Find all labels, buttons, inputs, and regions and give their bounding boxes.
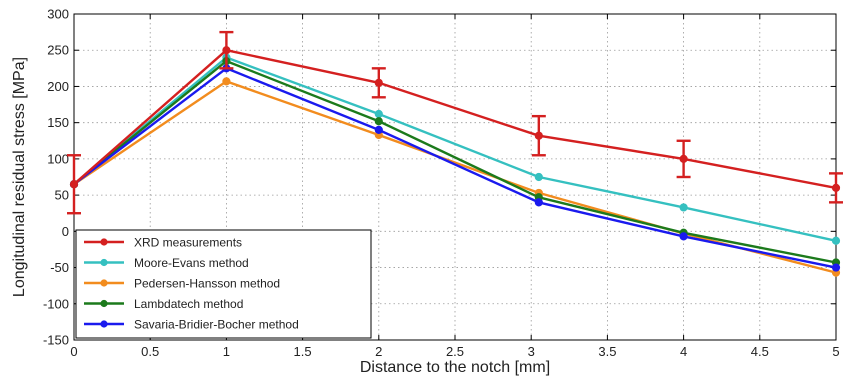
x-tick-label: 5 [832, 344, 839, 359]
data-point [679, 154, 688, 163]
x-tick-label: 4 [680, 344, 687, 359]
data-point [679, 232, 688, 241]
data-point [374, 78, 383, 87]
y-tick-label: 0 [62, 224, 69, 239]
series-layer [67, 30, 843, 277]
series-line [73, 80, 837, 274]
x-axis-title: Distance to the notch [mm] [360, 359, 550, 376]
legend-entry: Moore-Evans method [84, 256, 249, 270]
data-point [374, 125, 383, 135]
legend-label: Savaria-Bridier-Bocher method [134, 318, 299, 332]
legend: XRD measurements Moore-Evans method Peders… [75, 229, 372, 339]
data-point [222, 77, 231, 86]
x-tick-label: 2.5 [446, 344, 464, 359]
y-tick-label: -50 [50, 260, 69, 275]
data-point [534, 198, 543, 207]
data-point [534, 172, 543, 182]
y-axis-title: Longitudinal residual stress [MPa] [11, 57, 28, 297]
y-tick-label: 100 [47, 151, 69, 166]
legend-marker [100, 299, 108, 308]
series-xrd-measurements [67, 30, 843, 215]
y-tick-label: 250 [47, 43, 69, 58]
data-point [374, 109, 383, 119]
x-tick-label: 4.5 [751, 344, 769, 359]
y-tick-label: 200 [47, 79, 69, 94]
series-line [73, 67, 837, 269]
series-line [73, 49, 837, 190]
legend-marker [100, 238, 108, 246]
x-tick-label: 2 [375, 344, 382, 359]
data-point [222, 46, 231, 55]
x-tick-label: 0 [70, 344, 77, 359]
y-tick-label: 300 [47, 7, 69, 22]
x-tick-label: 0.5 [141, 344, 159, 359]
legend-marker [100, 320, 108, 328]
legend-marker [100, 279, 108, 287]
legend-entry: Savaria-Bridier-Bocher method [84, 318, 299, 332]
legend-label: Moore-Evans method [134, 256, 249, 270]
x-tick-label: 1 [223, 344, 230, 359]
axis-ticks: 0 0.5 1 1.5 2 2.5 3 3.5 4 4.5 5 -150 -100 -50 0 50 100 15… [43, 7, 840, 360]
legend-label: Lambdatech method [134, 297, 243, 311]
legend-marker [100, 258, 108, 267]
legend-entry: Pedersen-Hansson method [84, 277, 280, 291]
legend-entry: XRD measurements [84, 236, 242, 250]
x-tick-label: 3 [528, 344, 535, 359]
series-line [73, 59, 837, 264]
x-tick-label: 1.5 [294, 344, 312, 359]
x-tick-label: 3.5 [598, 344, 616, 359]
data-point [831, 236, 841, 245]
legend-label: XRD measurements [134, 236, 242, 250]
y-tick-label: -100 [43, 296, 69, 311]
legend-label: Pedersen-Hansson method [134, 277, 280, 291]
data-point [374, 117, 383, 126]
data-point [831, 183, 841, 192]
data-point [679, 203, 688, 212]
y-tick-label: 50 [55, 188, 69, 203]
data-point [69, 180, 79, 189]
legend-box [75, 229, 372, 339]
data-point [831, 263, 841, 272]
series-line [73, 56, 837, 242]
data-point [534, 131, 543, 140]
y-tick-label: 150 [47, 115, 69, 130]
legend-entry: Lambdatech method [84, 297, 243, 311]
y-tick-label: -150 [43, 333, 69, 348]
